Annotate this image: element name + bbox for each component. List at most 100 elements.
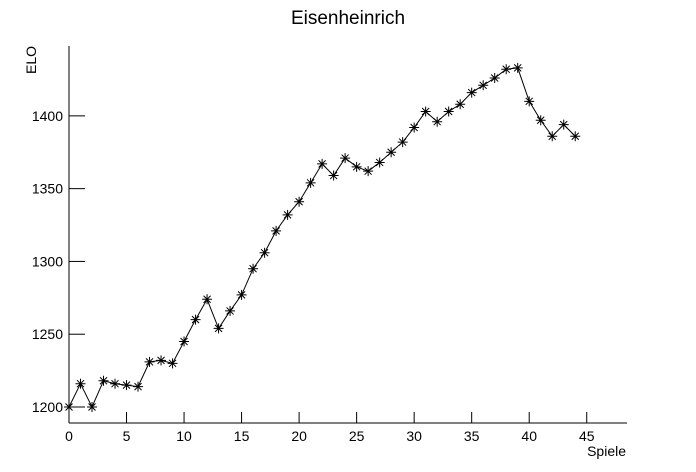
data-point — [466, 87, 477, 98]
asterisk-marker — [328, 170, 339, 181]
asterisk-marker — [110, 378, 121, 389]
asterisk-marker — [535, 115, 546, 126]
asterisk-marker — [351, 161, 362, 172]
asterisk-marker — [179, 336, 190, 347]
data-point — [248, 263, 259, 274]
data-point — [225, 305, 236, 316]
data-point — [179, 336, 190, 347]
y-axis-label: ELO — [23, 46, 39, 74]
data-point — [213, 323, 224, 334]
data-point — [397, 137, 408, 148]
asterisk-marker — [547, 131, 558, 142]
asterisk-marker — [570, 131, 581, 142]
data-point — [547, 131, 558, 142]
data-point — [535, 115, 546, 126]
data-point — [386, 147, 397, 158]
asterisk-marker — [512, 62, 523, 73]
x-tick-label: 20 — [291, 428, 307, 444]
asterisk-marker — [236, 289, 247, 300]
data-point — [282, 209, 293, 220]
data-point — [432, 116, 443, 127]
asterisk-marker — [363, 166, 374, 177]
data-point — [259, 247, 270, 258]
data-point — [374, 157, 385, 168]
x-tick-label: 15 — [234, 428, 250, 444]
data-point — [512, 62, 523, 73]
data-point — [202, 294, 213, 305]
asterisk-marker — [190, 314, 201, 325]
data-point — [236, 289, 247, 300]
y-tick-label: 1200 — [32, 399, 63, 415]
data-point — [156, 355, 167, 366]
data-point — [524, 96, 535, 107]
asterisk-marker — [156, 355, 167, 366]
data-point — [340, 153, 351, 164]
data-point — [409, 122, 420, 133]
data-point — [110, 378, 121, 389]
data-point — [558, 119, 569, 130]
data-point — [501, 64, 512, 75]
asterisk-marker — [397, 137, 408, 148]
data-point — [489, 73, 500, 84]
asterisk-marker — [432, 116, 443, 127]
data-point — [363, 166, 374, 177]
asterisk-marker — [282, 209, 293, 220]
data-point — [167, 358, 178, 369]
data-point — [64, 401, 74, 412]
y-tick-label: 1400 — [32, 108, 63, 124]
data-point — [328, 170, 339, 181]
asterisk-marker — [248, 263, 259, 274]
data-point — [98, 375, 109, 386]
chart-title: Eisenheinrich — [291, 8, 405, 29]
y-tick-label: 1350 — [32, 181, 63, 197]
data-point — [294, 196, 305, 207]
asterisk-marker — [466, 87, 477, 98]
asterisk-marker — [420, 106, 431, 117]
data-point — [420, 106, 431, 117]
data-point — [271, 225, 282, 236]
asterisk-marker — [340, 153, 351, 164]
data-point — [75, 378, 86, 389]
asterisk-marker — [455, 99, 466, 110]
data-point — [351, 161, 362, 172]
data-point — [133, 381, 144, 392]
x-tick-label: 0 — [65, 428, 73, 444]
asterisk-marker — [167, 358, 178, 369]
asterisk-marker — [386, 147, 397, 158]
data-point — [570, 131, 581, 142]
asterisk-marker — [317, 158, 328, 169]
x-axis-label: Spiele — [587, 443, 626, 459]
asterisk-marker — [75, 378, 86, 389]
x-tick-label: 5 — [123, 428, 131, 444]
data-point — [317, 158, 328, 169]
asterisk-marker — [98, 375, 109, 386]
x-tick-label: 35 — [464, 428, 480, 444]
asterisk-marker — [87, 401, 98, 412]
asterisk-marker — [202, 294, 213, 305]
x-tick-label: 30 — [406, 428, 422, 444]
asterisk-marker — [133, 381, 144, 392]
asterisk-marker — [558, 119, 569, 130]
asterisk-marker — [225, 305, 236, 316]
data-point — [87, 401, 98, 412]
x-tick-label: 40 — [521, 428, 537, 444]
asterisk-marker — [213, 323, 224, 334]
asterisk-marker — [501, 64, 512, 75]
asterisk-marker — [489, 73, 500, 84]
asterisk-marker — [121, 380, 132, 391]
asterisk-marker — [64, 401, 74, 412]
x-tick-label: 25 — [349, 428, 365, 444]
x-tick-label: 45 — [579, 428, 595, 444]
asterisk-marker — [478, 80, 489, 91]
data-point — [144, 356, 155, 367]
data-point — [455, 99, 466, 110]
data-point — [121, 380, 132, 391]
data-point — [478, 80, 489, 91]
data-point — [305, 177, 316, 188]
asterisk-marker — [259, 247, 270, 258]
asterisk-marker — [374, 157, 385, 168]
y-tick-label: 1300 — [32, 253, 63, 269]
y-tick-label: 1250 — [32, 326, 63, 342]
